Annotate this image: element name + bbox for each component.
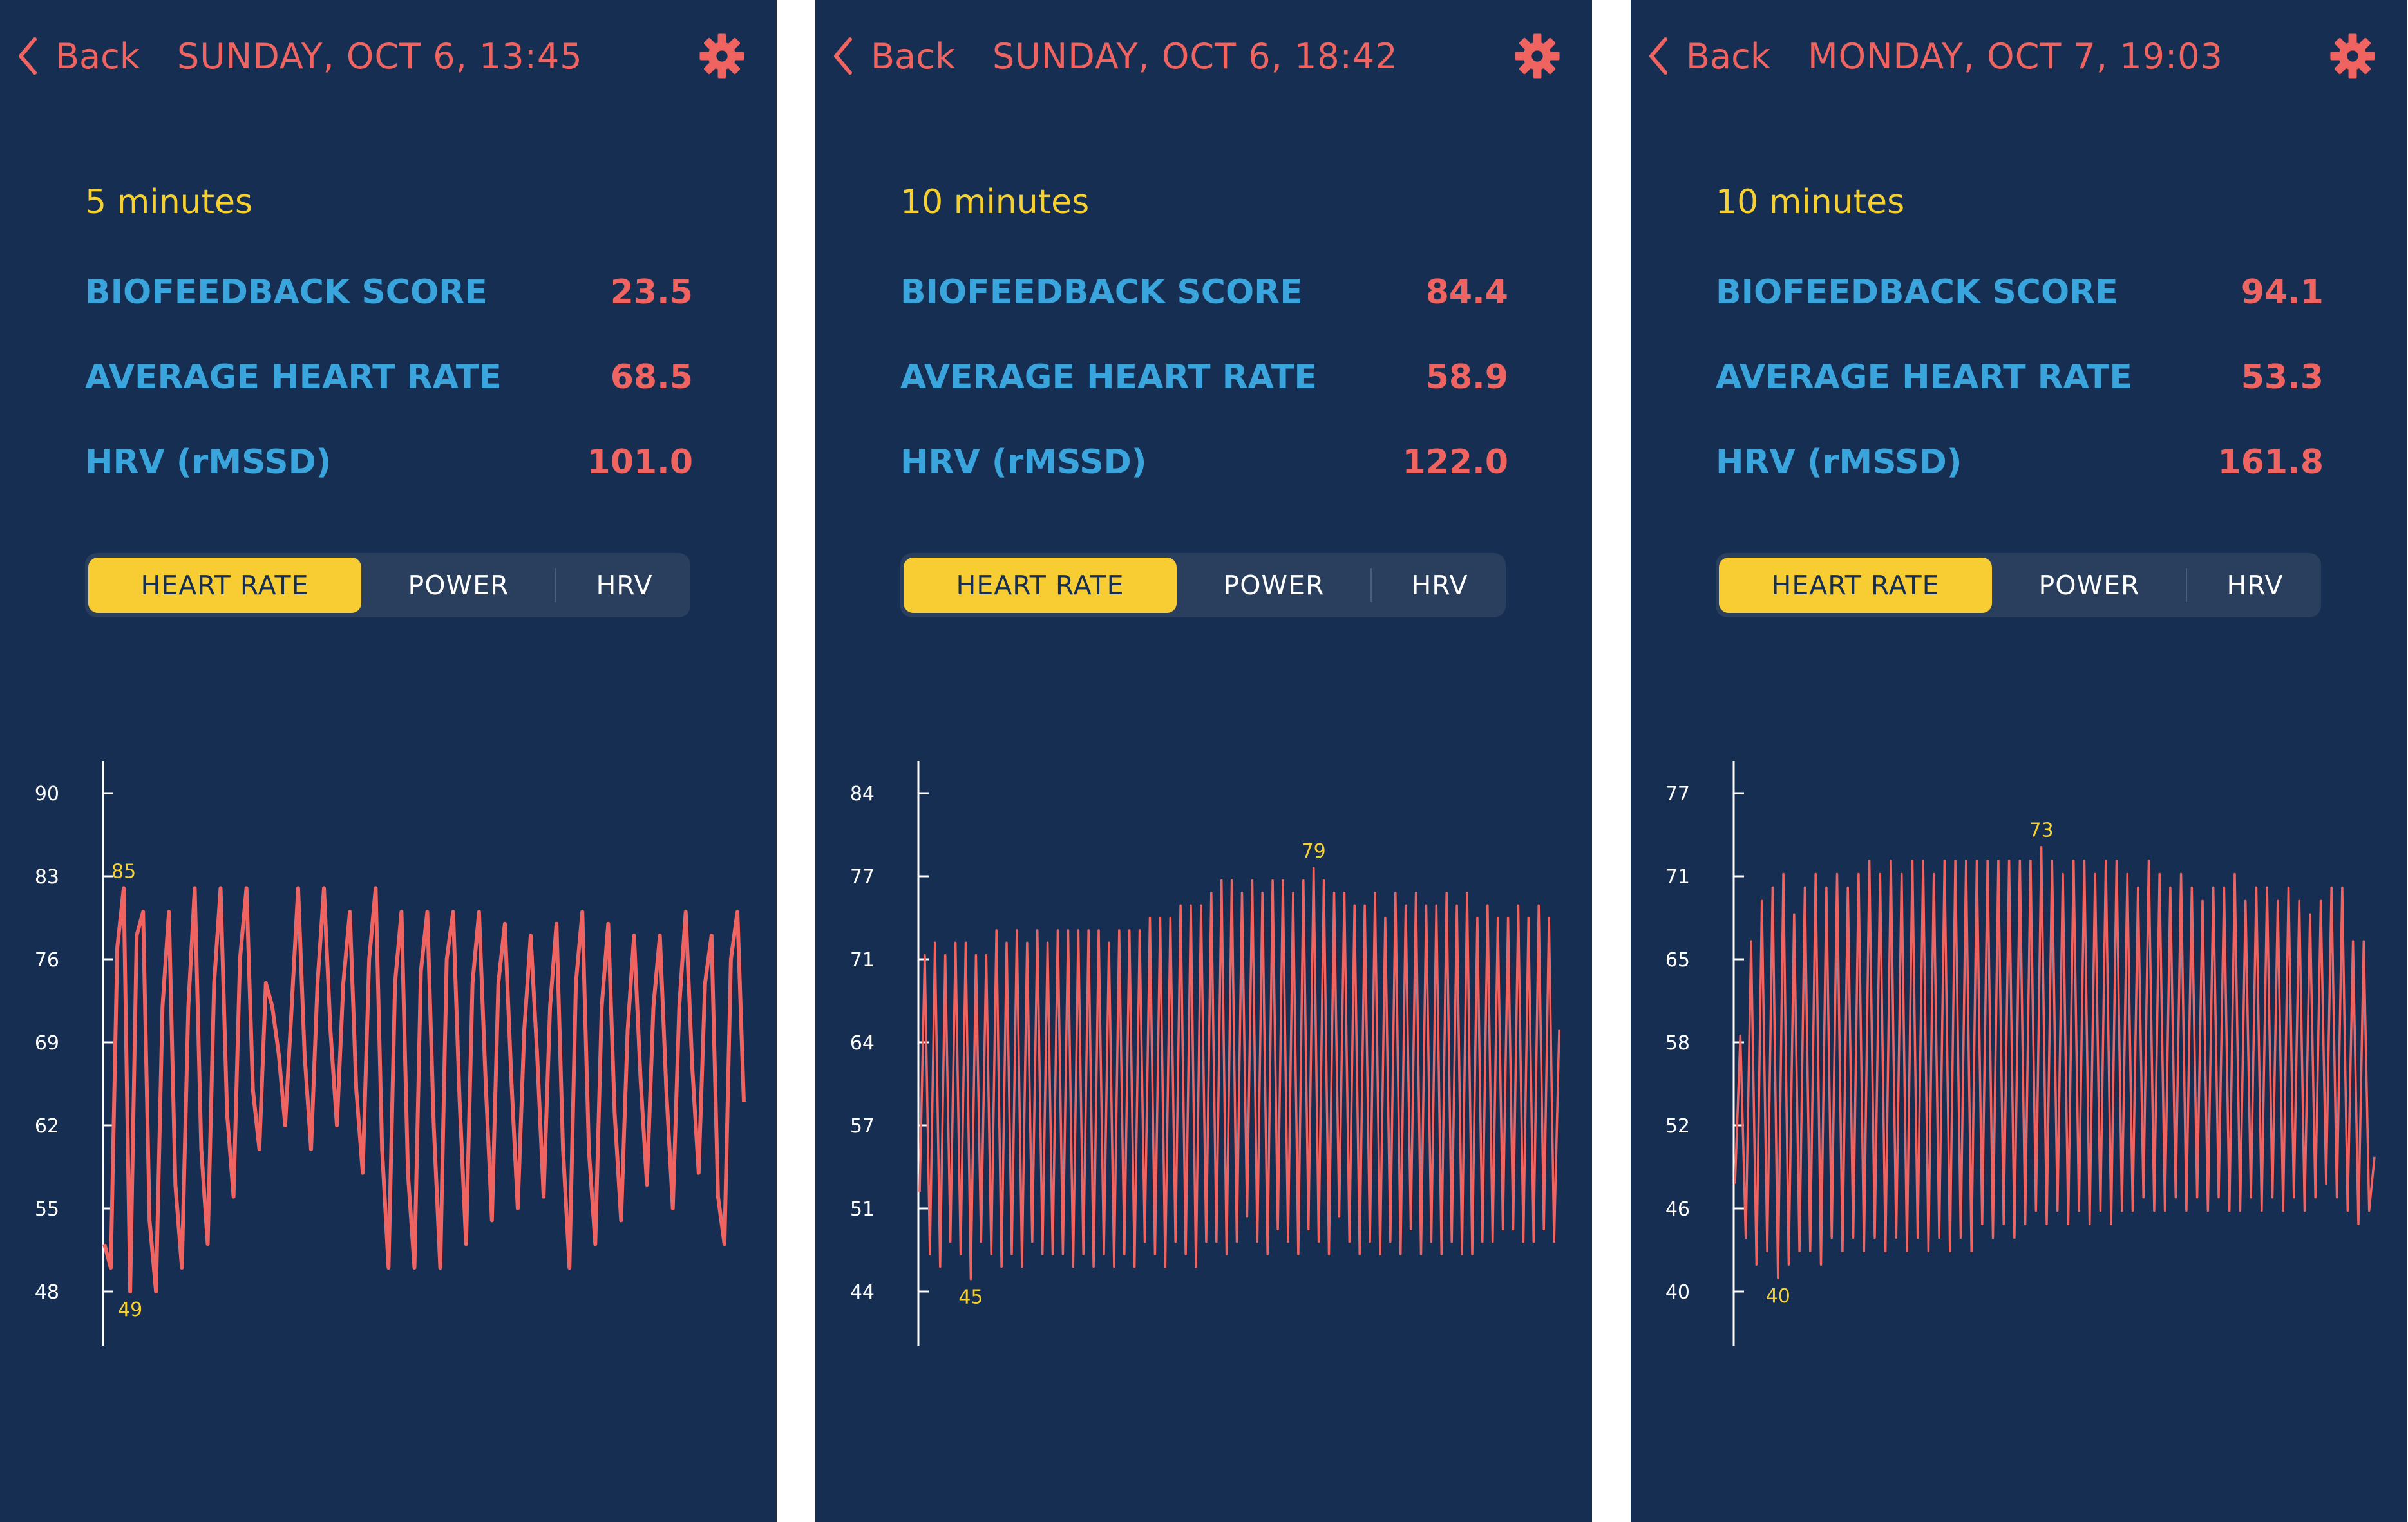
tab-heart-rate[interactable]: HEART RATE (88, 558, 361, 613)
y-axis-tick-label: 40 (1665, 1281, 1690, 1304)
average-heart-rate-label: AVERAGE HEART RATE (900, 358, 1317, 397)
max-value-label: 85 (111, 860, 136, 883)
tab-hrv[interactable]: HRV (1411, 570, 1468, 601)
y-axis-tick-label: 51 (850, 1198, 875, 1221)
tab-heart-rate[interactable]: HEART RATE (904, 558, 1177, 613)
chart-type-segmented-control: HEART RATE POWER HRV (85, 553, 690, 617)
hrv-rmssd-label: HRV (rMSSD) (1716, 443, 1962, 482)
hrv-rmssd-value: 101.0 (587, 443, 693, 482)
biofeedback-score-label: BIOFEEDBACK SCORE (85, 273, 488, 312)
tab-power[interactable]: POWER (2038, 570, 2140, 601)
average-heart-rate-label: AVERAGE HEART RATE (1716, 358, 2132, 397)
max-value-label: 79 (1302, 840, 1326, 863)
y-axis-tick-label: 55 (35, 1198, 59, 1221)
average-heart-rate-value: 68.5 (610, 358, 693, 397)
biofeedback-score-value: 84.4 (1425, 273, 1508, 312)
y-axis-tick-label: 90 (35, 783, 59, 805)
y-axis-tick-label: 62 (35, 1115, 59, 1138)
tab-power[interactable]: POWER (1223, 570, 1325, 601)
session-duration: 10 minutes (900, 183, 1090, 221)
segment-divider (555, 568, 556, 602)
back-button[interactable]: Back (17, 28, 140, 84)
heart-rate-line (918, 867, 1560, 1281)
heart-rate-chart: 77 71 65 58 52 46 40 73 40 (1665, 761, 2376, 1346)
back-label: Back (55, 35, 140, 77)
y-axis-tick-label: 83 (35, 866, 59, 888)
session-date: SUNDAY, OCT 6, 13:45 (177, 35, 583, 77)
heart-rate-chart: 84 77 71 64 57 51 44 79 45 (850, 761, 1560, 1346)
y-axis-tick-label: 52 (1665, 1115, 1690, 1138)
biofeedback-score-value: 94.1 (2241, 273, 2324, 312)
session-duration: 5 minutes (85, 183, 253, 221)
chart-type-segmented-control: HEART RATE POWER HRV (1716, 553, 2321, 617)
chevron-left-icon (19, 37, 37, 75)
back-button[interactable]: Back (1647, 28, 1770, 84)
y-axis-tick-label: 44 (850, 1281, 875, 1304)
min-value-label: 40 (1766, 1285, 1790, 1308)
min-value-label: 45 (958, 1286, 983, 1309)
heart-rate-chart: 90 83 76 69 62 55 48 85 49 (35, 761, 746, 1346)
min-value-label: 49 (118, 1299, 142, 1321)
y-axis-tick-label: 48 (35, 1281, 59, 1304)
hrv-rmssd-label: HRV (rMSSD) (85, 443, 332, 482)
session-duration: 10 minutes (1716, 183, 1905, 221)
y-axis-tick-label: 71 (850, 949, 875, 972)
tab-hrv[interactable]: HRV (2226, 570, 2284, 601)
session-date: SUNDAY, OCT 6, 18:42 (992, 35, 1398, 77)
back-button[interactable]: Back (832, 28, 955, 84)
hrv-rmssd-label: HRV (rMSSD) (900, 443, 1147, 482)
tab-heart-rate[interactable]: HEART RATE (1719, 558, 1992, 613)
segment-divider (1370, 568, 1372, 602)
y-axis-tick-label: 77 (850, 866, 875, 888)
biofeedback-score-label: BIOFEEDBACK SCORE (900, 273, 1303, 312)
tab-hrv[interactable]: HRV (596, 570, 653, 601)
biofeedback-score-label: BIOFEEDBACK SCORE (1716, 273, 2118, 312)
gear-icon[interactable] (1514, 33, 1560, 79)
average-heart-rate-value: 53.3 (2241, 358, 2324, 397)
biofeedback-score-value: 23.5 (610, 273, 693, 312)
session-panel-3: Back MONDAY, OCT 7, 19:03 10 minutes BIO… (1631, 0, 2407, 1522)
heart-rate-line (102, 886, 746, 1293)
y-axis-tick-label: 46 (1665, 1198, 1690, 1221)
back-label: Back (871, 35, 956, 77)
session-date: MONDAY, OCT 7, 19:03 (1808, 35, 2223, 77)
hrv-rmssd-value: 161.8 (2217, 443, 2324, 482)
y-axis-tick-label: 58 (1665, 1032, 1690, 1055)
hrv-rmssd-value: 122.0 (1402, 443, 1508, 482)
session-panel-1: Back SUNDAY, OCT 6, 13:45 5 minutes BIOF… (0, 0, 777, 1522)
y-axis-tick-label: 84 (850, 783, 875, 805)
max-value-label: 73 (2029, 820, 2054, 842)
y-axis-tick-label: 77 (1665, 783, 1690, 805)
chevron-left-icon (1649, 37, 1667, 75)
tab-power[interactable]: POWER (408, 570, 509, 601)
segment-divider (2186, 568, 2187, 602)
gear-icon[interactable] (699, 33, 745, 79)
heart-rate-line (1734, 845, 2376, 1279)
y-axis-tick-label: 64 (850, 1032, 875, 1055)
chevron-left-icon (834, 37, 852, 75)
chart-type-segmented-control: HEART RATE POWER HRV (900, 553, 1506, 617)
y-axis-tick-label: 57 (850, 1115, 875, 1138)
session-panel-2: Back SUNDAY, OCT 6, 18:42 10 minutes BIO… (815, 0, 1592, 1522)
back-label: Back (1686, 35, 1771, 77)
y-axis-tick-label: 65 (1665, 949, 1690, 972)
average-heart-rate-value: 58.9 (1425, 358, 1508, 397)
average-heart-rate-label: AVERAGE HEART RATE (85, 358, 502, 397)
y-axis-tick-label: 71 (1665, 866, 1690, 888)
gear-icon[interactable] (2329, 33, 2376, 79)
y-axis-tick-label: 76 (35, 949, 59, 972)
y-axis-tick-label: 69 (35, 1032, 59, 1055)
